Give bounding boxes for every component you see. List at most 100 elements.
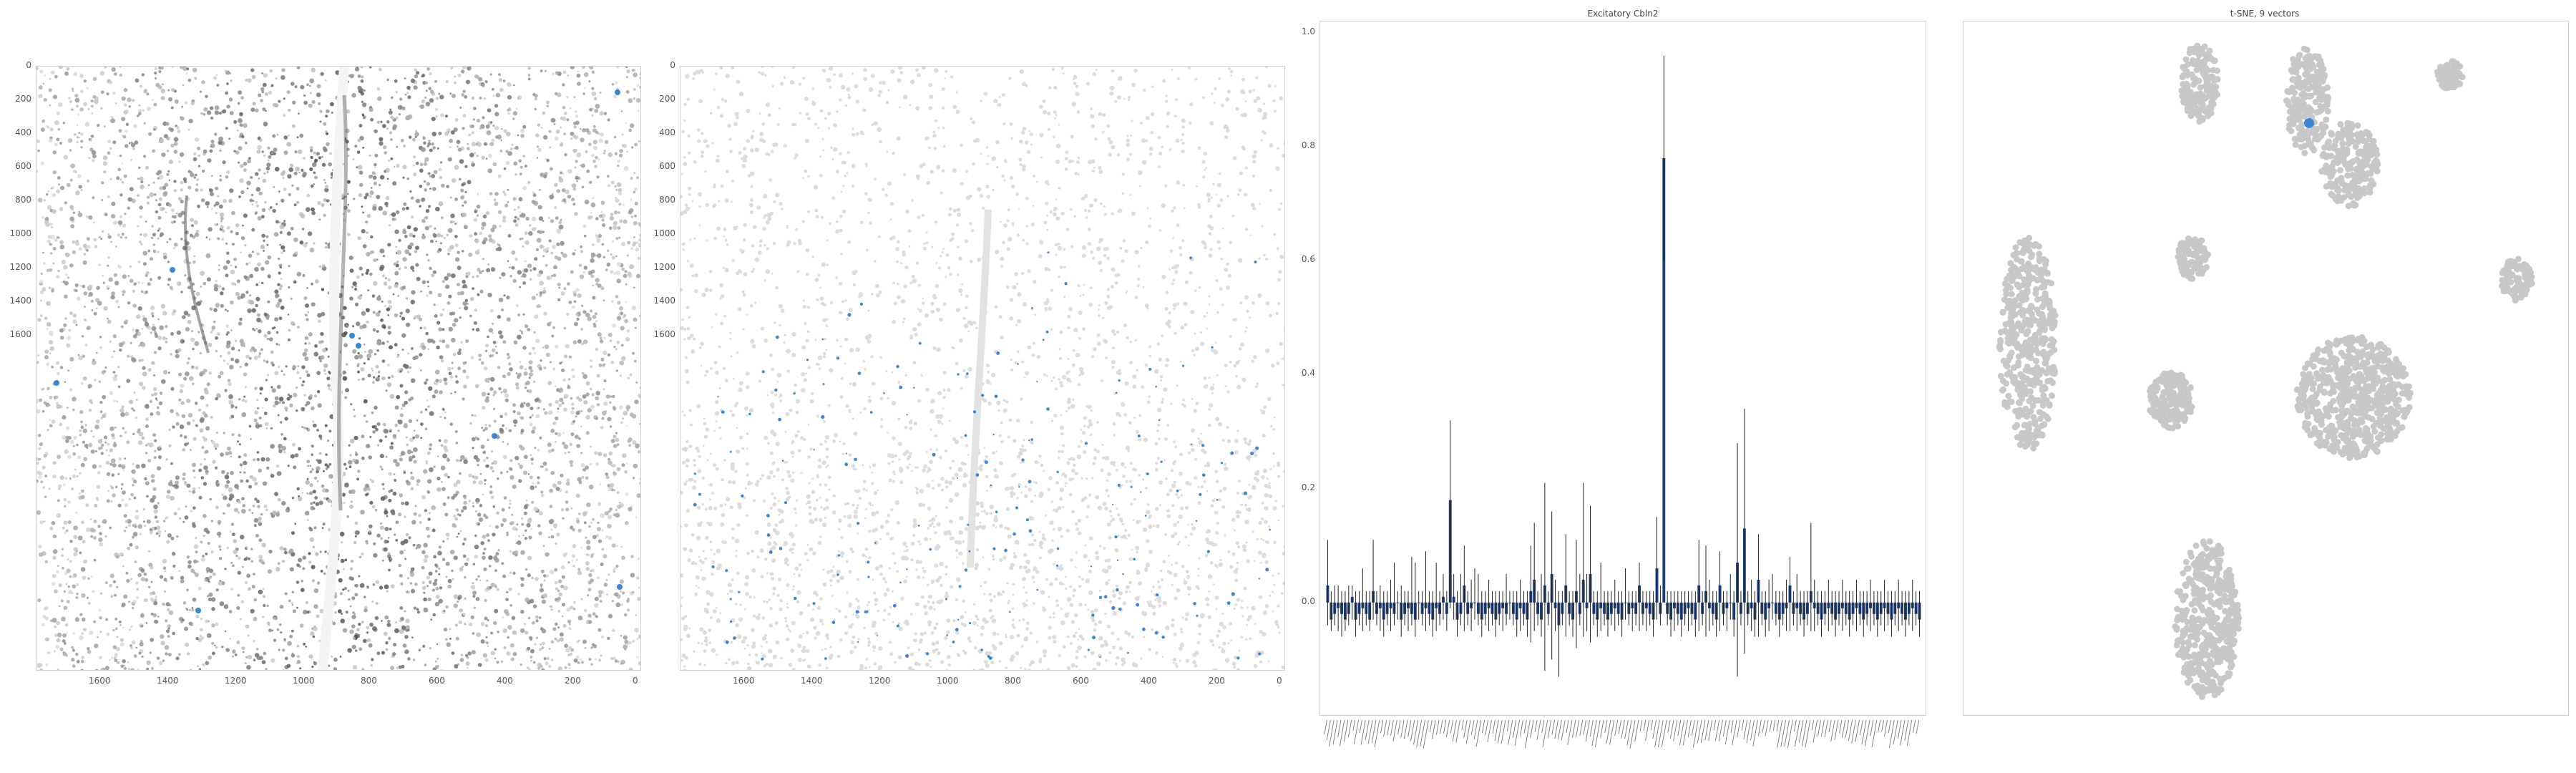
x-tick-label <box>1523 719 1527 734</box>
x-tick-label <box>1576 719 1580 737</box>
x-tick-label <box>1643 719 1646 731</box>
x-tick-label <box>1848 719 1853 742</box>
x-tick-label <box>1820 719 1825 737</box>
x-tick-label: 800 <box>361 676 377 686</box>
x-tick-label <box>1798 719 1804 743</box>
highlight-spot <box>195 608 201 613</box>
x-tick-label <box>1639 719 1643 731</box>
x-tick-label <box>1673 719 1678 742</box>
x-tick-label <box>1818 719 1821 736</box>
midline-trace <box>967 209 992 568</box>
tsne-cluster <box>2293 334 2414 462</box>
x-tick-label <box>1743 719 1748 739</box>
x-tick-label <box>1626 719 1632 746</box>
x-tick-label <box>1606 719 1611 744</box>
x-tick-label <box>1541 719 1545 733</box>
x-tick-label <box>1780 719 1787 747</box>
x-tick-label <box>1332 719 1338 745</box>
x-tick-label <box>1657 719 1664 748</box>
x-tick-label <box>1487 719 1492 743</box>
tsne-cluster <box>2283 45 2331 157</box>
x-tick-label <box>1845 719 1850 738</box>
x-tick-label <box>1585 719 1590 742</box>
x-tick-label: 1000 <box>937 676 959 686</box>
tsne-cluster <box>2178 42 2221 125</box>
y-tick-label: 600 <box>15 161 31 171</box>
x-tick-label <box>1811 719 1815 731</box>
y-tick-label: 0 <box>670 60 675 70</box>
x-tick-label <box>1667 719 1671 733</box>
x-tick-label <box>1614 719 1619 736</box>
x-tick-label <box>1485 719 1489 736</box>
x-tick-label <box>1416 719 1423 747</box>
y-tick-label: 0.4 <box>1301 368 1315 379</box>
x-tick-label <box>1429 719 1433 732</box>
x-tick-label <box>1878 719 1881 733</box>
x-tick-label <box>1893 719 1898 745</box>
highlight-spot <box>615 89 620 95</box>
x-tick-label <box>1423 719 1429 749</box>
x-tick-label: 1200 <box>869 676 891 686</box>
x-tick-label <box>1463 719 1468 739</box>
x-tick-label <box>1888 719 1891 734</box>
x-tick-label: 800 <box>1005 676 1021 686</box>
x-tick-label <box>1714 719 1720 741</box>
x-tick-label <box>1579 719 1584 736</box>
x-tick-label <box>1704 719 1709 741</box>
x-tick-label <box>1805 719 1811 748</box>
x-tick-label <box>1512 719 1517 738</box>
x-tick-label: 1400 <box>801 676 823 686</box>
y-tick-label: 1000 <box>653 228 675 238</box>
y-tick-label: 1600 <box>9 329 31 339</box>
x-tick-label <box>1793 719 1797 732</box>
x-tick-label <box>1360 719 1366 745</box>
spot-map-panel: 0 200 400 600 800 1000 1200 1400 1600 1600 1400 12… <box>644 0 1288 773</box>
y-tick-label: 0.2 <box>1301 482 1315 492</box>
x-tick-label <box>1669 719 1674 739</box>
tsne-cluster <box>2175 235 2211 282</box>
x-tick-label <box>1465 719 1471 744</box>
x-tick-label <box>1542 719 1548 748</box>
x-tick-label <box>1410 719 1415 742</box>
x-tick-label <box>1795 719 1800 747</box>
spot-map <box>680 67 1284 670</box>
x-tick-label <box>1420 719 1425 747</box>
x-tick-label <box>1374 719 1380 747</box>
x-tick-label <box>1870 719 1874 736</box>
tissue-image <box>36 67 640 670</box>
x-tick-label <box>1329 719 1335 747</box>
x-tick-label <box>1830 719 1835 742</box>
x-tick-label <box>1481 719 1485 734</box>
x-tick-label <box>1589 719 1594 737</box>
tsne-cluster <box>2147 369 2195 432</box>
tsne-cluster <box>2434 58 2466 92</box>
x-tick-label: 0 <box>633 676 638 686</box>
x-tick-label <box>1787 719 1793 749</box>
x-tick-label <box>1337 719 1342 738</box>
highlight-spot <box>349 333 355 339</box>
x-tick-label <box>1904 719 1909 741</box>
x-tick-label <box>1752 719 1758 747</box>
x-tick-label <box>1494 719 1499 742</box>
y-tick-label: 1200 <box>9 262 31 272</box>
x-tick-label <box>1475 719 1482 747</box>
x-tick-label <box>1652 719 1657 739</box>
x-tick-label <box>1524 719 1531 748</box>
x-tick-label <box>1824 719 1828 738</box>
x-tick-label <box>1583 719 1587 735</box>
x-tick-label <box>1708 719 1713 742</box>
x-tick-label <box>1884 719 1888 736</box>
x-tick-label <box>1470 719 1475 736</box>
x-tick-label <box>1624 719 1629 739</box>
x-tick-label <box>1634 719 1639 742</box>
x-tick-label <box>1654 719 1660 747</box>
x-tick-label <box>1397 719 1401 735</box>
x-tick-label <box>1435 719 1440 735</box>
x-tick-label: 0 <box>1277 676 1282 686</box>
x-tick-label <box>1777 719 1783 748</box>
y-tick-label: 0 <box>26 60 31 70</box>
y-tick-label: 800 <box>15 195 31 205</box>
bar <box>1662 158 1666 603</box>
vessel-trace <box>184 195 210 354</box>
x-tick-label <box>1390 719 1394 736</box>
